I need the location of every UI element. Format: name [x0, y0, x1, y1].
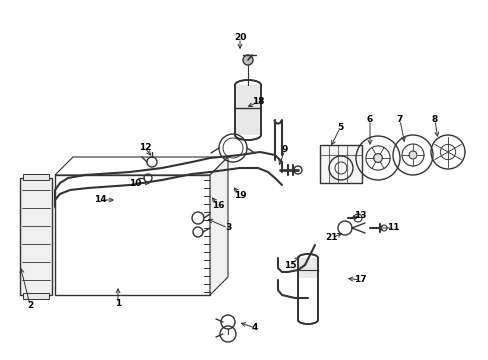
Circle shape: [373, 154, 382, 162]
Bar: [319, 145, 361, 183]
Text: 20: 20: [233, 33, 245, 42]
Text: 19: 19: [233, 190, 246, 199]
Bar: [297, 258, 317, 278]
Text: 18: 18: [251, 98, 264, 107]
Text: 1: 1: [115, 298, 121, 307]
Text: 5: 5: [336, 123, 343, 132]
Bar: [55, 175, 209, 295]
Text: 15: 15: [283, 261, 296, 270]
Polygon shape: [209, 157, 227, 295]
Text: 4: 4: [251, 324, 258, 333]
Text: 16: 16: [211, 201, 224, 210]
Text: 8: 8: [431, 116, 437, 125]
Bar: [23, 174, 49, 180]
Text: 3: 3: [224, 224, 231, 233]
Text: 12: 12: [139, 144, 151, 153]
Text: 9: 9: [281, 145, 287, 154]
Circle shape: [408, 151, 416, 159]
Text: 10: 10: [128, 179, 141, 188]
Text: 21: 21: [325, 234, 338, 243]
Circle shape: [243, 55, 252, 65]
Bar: [23, 293, 49, 299]
Text: 2: 2: [27, 301, 33, 310]
Text: 11: 11: [386, 224, 398, 233]
Bar: [20, 178, 52, 295]
Text: 17: 17: [353, 275, 366, 284]
Text: 14: 14: [94, 195, 106, 204]
Text: 7: 7: [396, 116, 403, 125]
Text: 13: 13: [353, 211, 366, 220]
Bar: [235, 85, 261, 135]
Text: 6: 6: [366, 116, 372, 125]
